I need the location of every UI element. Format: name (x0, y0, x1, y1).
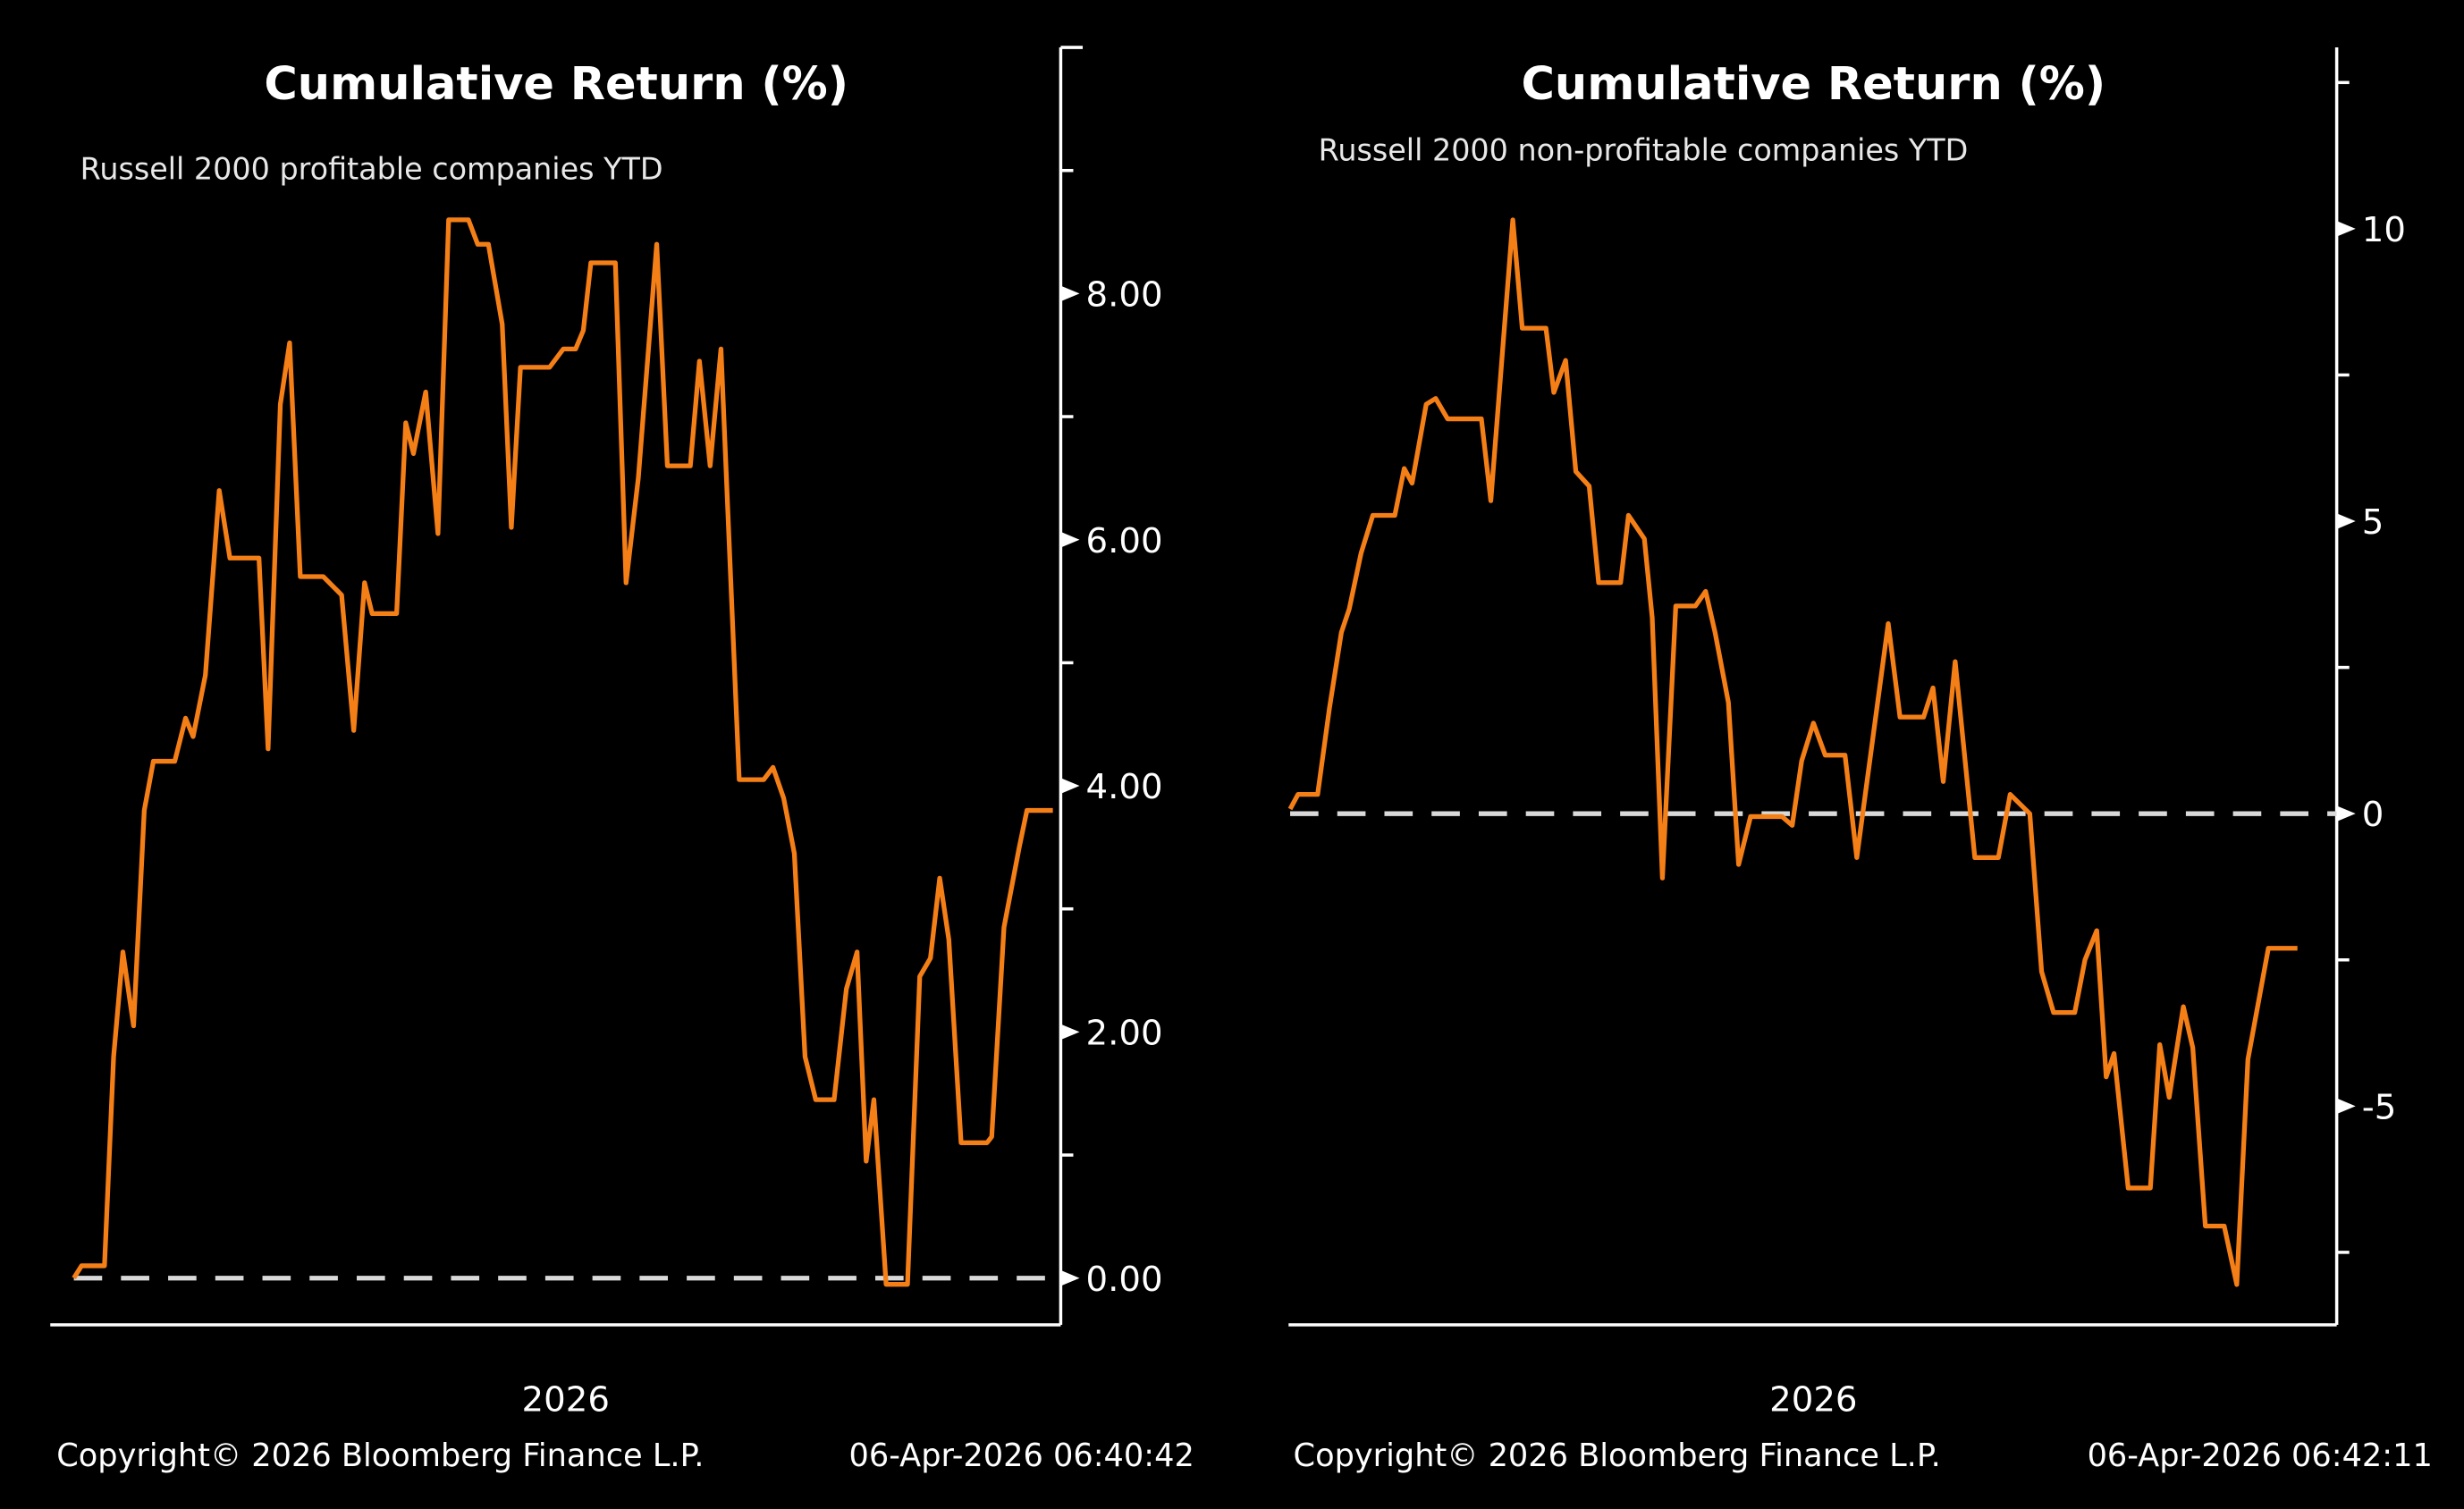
y-tick-label: 0 (2362, 795, 2384, 835)
timestamp-footer: 06-Apr-2026 06:40:42 (849, 1437, 1194, 1474)
chart-panel-profitable: Cumulative Return (%) Russell 2000 profi… (50, 46, 1194, 1474)
chart-subtitle: Russell 2000 profitable companies YTD (80, 152, 663, 187)
y-tick-label: 0.00 (1086, 1260, 1163, 1300)
y-tick-marker (1060, 1024, 1080, 1041)
y-tick-marker (2336, 513, 2356, 529)
y-tick-label: 8.00 (1086, 274, 1163, 315)
chart-title: Cumulative Return (%) (264, 58, 848, 111)
y-tick-marker (1060, 285, 1080, 302)
timestamp-footer: 06-Apr-2026 06:42:11 (2088, 1437, 2433, 1474)
y-tick-marker (1060, 778, 1080, 794)
chart-title: Cumulative Return (%) (1522, 58, 2106, 111)
y-tick-marker (2336, 1098, 2356, 1115)
x-axis-label: 2026 (522, 1380, 610, 1420)
y-tick-label: 5 (2362, 502, 2384, 543)
copyright-footer: Copyright© 2026 Bloomberg Finance L.P. (56, 1437, 704, 1474)
y-tick-marker (1060, 1269, 1080, 1286)
chart-panel-non-profitable: Cumulative Return (%) Russell 2000 non-p… (1287, 47, 2433, 1474)
chart-subtitle: Russell 2000 non-profitable companies YT… (1319, 133, 1969, 168)
y-tick-marker (2336, 221, 2356, 237)
x-axis-label: 2026 (1769, 1380, 1857, 1420)
y-tick-label: 10 (2362, 210, 2406, 250)
y-tick-label: 2.00 (1086, 1013, 1163, 1053)
series-line (1287, 217, 2298, 1287)
y-tick-label: 6.00 (1086, 521, 1163, 561)
y-tick-label: -5 (2362, 1087, 2397, 1127)
y-tick-marker (2336, 805, 2356, 822)
copyright-footer: Copyright© 2026 Bloomberg Finance L.P. (1294, 1437, 1941, 1474)
y-tick-label: 4.00 (1086, 767, 1163, 807)
y-tick-marker (1060, 531, 1080, 548)
